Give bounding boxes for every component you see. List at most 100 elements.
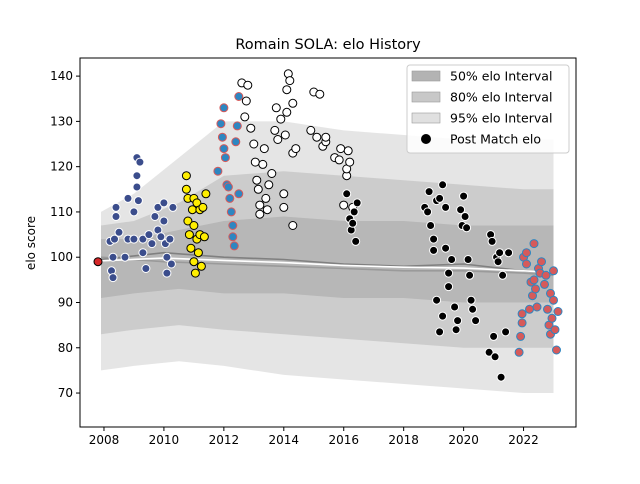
- data-point: [514, 347, 524, 357]
- x-tick-label: 2020: [448, 433, 479, 447]
- legend-box: [406, 64, 570, 154]
- data-point: [516, 331, 526, 341]
- data-point: [489, 331, 499, 341]
- data-point: [438, 311, 448, 321]
- data-point: [517, 318, 527, 328]
- data-point: [243, 80, 253, 90]
- legend-swatch: [411, 112, 441, 124]
- data-point: [144, 230, 154, 240]
- data-point: [264, 180, 274, 190]
- data-point: [465, 270, 475, 280]
- data-point: [181, 184, 191, 194]
- data-point: [288, 98, 298, 108]
- data-point: [217, 132, 227, 142]
- data-point: [547, 313, 557, 323]
- data-point: [201, 189, 211, 199]
- legend-label: 50% elo Interval: [450, 69, 552, 84]
- data-point: [261, 193, 271, 203]
- data-point: [349, 207, 359, 217]
- data-point: [463, 255, 473, 264]
- data-point: [348, 218, 358, 228]
- data-point: [444, 268, 454, 278]
- data-point: [220, 153, 230, 163]
- data-point: [496, 372, 506, 382]
- data-point: [522, 259, 531, 269]
- data-point: [186, 243, 196, 253]
- y-tick-label: 80: [58, 341, 73, 355]
- data-point: [271, 103, 281, 113]
- data-point: [129, 234, 139, 244]
- data-point: [150, 212, 160, 221]
- data-point: [462, 223, 472, 233]
- data-point: [219, 103, 229, 113]
- data-point: [429, 245, 439, 255]
- data-point: [429, 234, 439, 244]
- data-point: [141, 264, 151, 273]
- data-point: [159, 216, 169, 226]
- legend-label: 80% elo Interval: [450, 90, 552, 105]
- x-tick-label: 2016: [328, 433, 359, 447]
- axes-frame: [79, 57, 577, 428]
- data-point: [249, 139, 259, 149]
- data-point: [336, 144, 346, 154]
- data-point: [189, 257, 199, 267]
- data-point: [138, 234, 148, 244]
- data-point: [352, 198, 362, 208]
- data-point: [456, 205, 466, 215]
- data-point: [270, 125, 280, 135]
- data-point: [282, 85, 292, 95]
- data-point: [153, 202, 163, 212]
- data-point: [147, 239, 157, 249]
- data-point: [228, 221, 238, 230]
- data-point: [259, 144, 269, 154]
- data-point: [156, 232, 166, 242]
- x-tick-label: 2008: [89, 433, 120, 447]
- x-tick-label: 2010: [149, 433, 180, 447]
- x-tick-label: 2014: [269, 433, 300, 447]
- data-point: [517, 309, 527, 319]
- data-point: [181, 171, 191, 181]
- data-point: [459, 191, 469, 201]
- data-point: [424, 187, 434, 197]
- data-point: [246, 123, 256, 133]
- y-tick-label: 100: [50, 250, 73, 264]
- data-point: [234, 92, 244, 101]
- data-point: [184, 230, 194, 240]
- data-point: [241, 96, 251, 106]
- axes: 2008 2010 2012 2014 2016 2018 2020 2022 70 80 90 10…: [50, 57, 577, 447]
- data-point: [199, 232, 209, 242]
- data-point: [306, 125, 316, 135]
- data-point: [258, 159, 268, 169]
- data-point: [471, 316, 481, 326]
- data-point: [460, 212, 470, 221]
- data-point: [228, 232, 238, 242]
- data-point: [525, 304, 534, 314]
- data-point: [495, 248, 505, 258]
- data-point: [108, 252, 118, 262]
- data-point: [132, 182, 142, 192]
- data-point: [123, 193, 133, 203]
- band-50: [101, 216, 554, 303]
- data-point: [250, 157, 260, 167]
- data-point: [493, 257, 503, 267]
- data-point: [291, 144, 301, 154]
- x-tick-label: 2012: [209, 433, 240, 447]
- data-point: [138, 248, 148, 258]
- data-point: [288, 221, 298, 230]
- data-point: [438, 180, 448, 190]
- data-point: [132, 171, 142, 181]
- y-tick-label: 130: [50, 114, 73, 128]
- data-point: [234, 189, 244, 199]
- data-point: [468, 304, 478, 314]
- data-point: [285, 76, 295, 86]
- data-point: [111, 202, 121, 212]
- data-point: [549, 266, 558, 276]
- data-point: [129, 207, 139, 217]
- data-point: [279, 189, 289, 199]
- data-point: [552, 345, 561, 355]
- data-point: [529, 275, 539, 285]
- data-point: [441, 243, 451, 253]
- legend-swatch: [411, 91, 441, 103]
